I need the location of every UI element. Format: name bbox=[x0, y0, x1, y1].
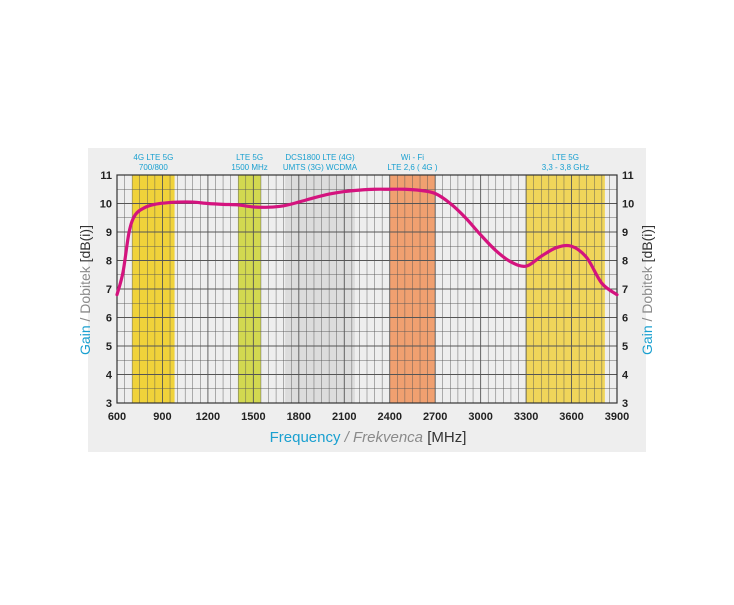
x-tick-label: 3600 bbox=[559, 411, 583, 423]
y-tick-label-right: 3 bbox=[622, 398, 628, 410]
x-tick-label: 3000 bbox=[468, 411, 492, 423]
y-tick-label-right: 4 bbox=[622, 370, 629, 382]
y-tick-label-left: 11 bbox=[100, 170, 112, 182]
x-tick-label: 3300 bbox=[514, 411, 538, 423]
band-label-0-line1: 4G LTE 5G bbox=[133, 153, 173, 162]
y-axis-label-left: Gain / Dobitek [dB(i)] bbox=[77, 225, 93, 355]
y-tick-label-left: 5 bbox=[106, 341, 112, 353]
x-axis-label-sep: / bbox=[340, 429, 353, 446]
x-axis-label: Frequency / Frekvenca [MHz] bbox=[270, 429, 467, 446]
band-label-1-line2: 1500 MHz bbox=[231, 163, 267, 172]
gain-curve-layer bbox=[115, 187, 619, 297]
tick-labels: 600 900 1200 1500 1800 2100 2400 2700 3000 3300 36… bbox=[100, 170, 635, 423]
band-label-3-line2: LTE 2,6 ( 4G ) bbox=[387, 163, 437, 172]
y-tick-label-left: 9 bbox=[106, 227, 112, 239]
x-tick-label: 600 bbox=[108, 411, 126, 423]
x-tick-label: 2700 bbox=[423, 411, 447, 423]
band-label-0-line2: 700/800 bbox=[139, 163, 168, 172]
x-tick-label: 2100 bbox=[332, 411, 356, 423]
y-tick-label-left: 10 bbox=[100, 199, 112, 211]
band-label-4-line1: LTE 5G bbox=[552, 153, 579, 162]
band-label-3-line1: Wi - Fi bbox=[401, 153, 424, 162]
y-axis-label-right-alt: Dobitek bbox=[639, 265, 655, 313]
band-label-1-line1: LTE 5G bbox=[236, 153, 263, 162]
x-tick-label: 1200 bbox=[196, 411, 220, 423]
y-axis-label-right-main: Gain bbox=[639, 325, 655, 355]
y-tick-label-left: 8 bbox=[106, 256, 112, 268]
x-tick-label: 2400 bbox=[377, 411, 401, 423]
y-tick-label-right: 10 bbox=[622, 199, 634, 211]
y-axis-label-right-sep: / bbox=[639, 314, 655, 326]
x-axis-label-alt: Frekvenca bbox=[353, 429, 423, 446]
y-axis-label-left-unit: [dB(i)] bbox=[77, 225, 93, 266]
y-axis-label-left-alt: Dobitek bbox=[77, 265, 93, 313]
y-tick-label-left: 3 bbox=[106, 398, 112, 410]
x-tick-label: 1800 bbox=[287, 411, 311, 423]
y-tick-label-right: 8 bbox=[622, 256, 628, 268]
y-axis-label-right-unit: [dB(i)] bbox=[639, 225, 655, 266]
y-tick-label-left: 4 bbox=[106, 370, 113, 382]
y-tick-label-right: 9 bbox=[622, 227, 628, 239]
y-tick-label-right: 5 bbox=[622, 341, 628, 353]
y-axis-label-left-main: Gain bbox=[77, 325, 93, 355]
x-tick-label: 900 bbox=[153, 411, 171, 423]
band-label-4-line2: 3,3 - 3,8 GHz bbox=[542, 163, 590, 172]
y-tick-label-right: 11 bbox=[622, 170, 634, 182]
x-axis-label-main: Frequency bbox=[270, 429, 341, 446]
x-tick-label: 1500 bbox=[241, 411, 265, 423]
grid bbox=[116, 174, 618, 404]
y-tick-label-right: 7 bbox=[622, 284, 628, 296]
plot-frame bbox=[116, 174, 618, 404]
y-tick-label-left: 7 bbox=[106, 284, 112, 296]
y-axis-label-left-sep: / bbox=[77, 314, 93, 326]
gain-curve-0 bbox=[115, 187, 619, 297]
band-label-2-line1: DCS1800 LTE (4G) bbox=[285, 153, 355, 162]
x-axis-label-unit: [MHz] bbox=[423, 429, 466, 446]
y-axis-label-right: Gain / Dobitek [dB(i)] bbox=[639, 225, 655, 355]
y-tick-label-right: 6 bbox=[622, 313, 628, 325]
y-tick-label-left: 6 bbox=[106, 313, 112, 325]
x-tick-label: 3900 bbox=[605, 411, 629, 423]
band-label-2-line2: UMTS (3G) WCDMA bbox=[283, 163, 358, 172]
